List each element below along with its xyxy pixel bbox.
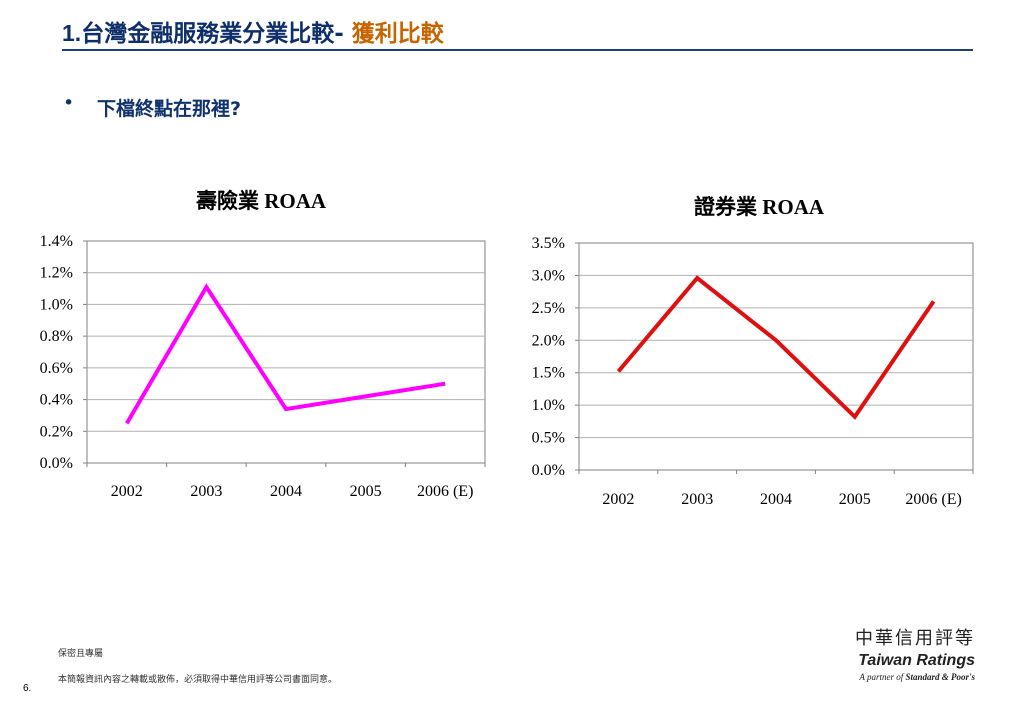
logo-partner: A partner of Standard & Poor's [855,672,975,682]
y-tick-label: 2.0% [532,332,565,349]
x-tick-label: 2002 [111,483,143,500]
y-tick-label: 1.0% [40,296,73,313]
y-tick-label: 2.5% [532,300,565,317]
x-tick-label: 2002 [602,491,634,508]
plot-area [86,240,486,464]
x-tick-label: 2004 [760,491,792,508]
title-number: 1. [62,20,82,46]
logo-partner-prefix: A partner of [859,672,906,682]
y-tick-label: 0.6% [40,360,73,377]
y-tick-label: 3.0% [532,267,565,284]
y-tick-label: 0.0% [40,455,73,472]
x-tick-label: 2005 [839,491,871,508]
confidential-label: 保密且專屬 [58,649,104,659]
y-tick-label: 1.5% [532,365,565,382]
logo-chinese: 中華信用評等 [855,628,975,649]
title-accent: 獲利比較 [343,21,444,47]
taiwan-ratings-logo: 中華信用評等 Taiwan Ratings A partner of Stand… [855,624,975,682]
page-number: 6. [23,683,32,694]
y-tick-label: 0.8% [40,328,73,345]
title-main: 台灣金融服務業分業比較- [81,21,344,47]
bullet-text: 下檔終點在那裡? [97,98,242,120]
y-tick-label: 0.4% [40,392,73,409]
x-tick-label: 2005 [350,483,382,500]
title-rule [62,49,973,51]
disclaimer-text: 本簡報資訊內容之轉載或散佈，必須取得中華信用評等公司書面同意。 [58,675,338,685]
logo-name: Taiwan Ratings [858,652,975,669]
x-tick-label: 2006 (E) [905,491,961,508]
chart-life-insurance-roaa: 壽險業 ROAA 0.0% 0.2% 0.4% 0.6% 0.8% 1.0% 1.2% 1.4%… [40,189,486,500]
y-tick-label: 1.0% [532,397,565,414]
logo-partner-name: Standard & Poor's [905,672,975,682]
y-tick-label: 1.2% [40,265,73,282]
chart-securities-roaa: 證券業 ROAA 0.0% 0.5% 1.0% 1.5% 2.0% 2.5% 3.0% 3.5%… [532,195,974,508]
x-tick-label: 2003 [681,491,713,508]
y-tick-label: 0.2% [40,423,73,440]
bullet-icon: • [63,92,75,114]
x-tick-label: 2006 (E) [417,483,473,500]
x-tick-label: 2004 [270,483,302,500]
y-tick-label: 0.5% [532,430,565,447]
x-tick-label: 2003 [190,483,222,500]
chart-title: 壽險業 ROAA [196,189,327,213]
y-tick-label: 0.0% [532,462,565,479]
chart-title: 證券業 ROAA [694,195,825,219]
y-tick-label: 3.5% [532,235,565,252]
page-title: 1.台灣金融服務業分業比較- 獲利比較 [62,14,444,48]
y-tick-label: 1.4% [40,233,73,250]
plot-area [578,242,974,471]
